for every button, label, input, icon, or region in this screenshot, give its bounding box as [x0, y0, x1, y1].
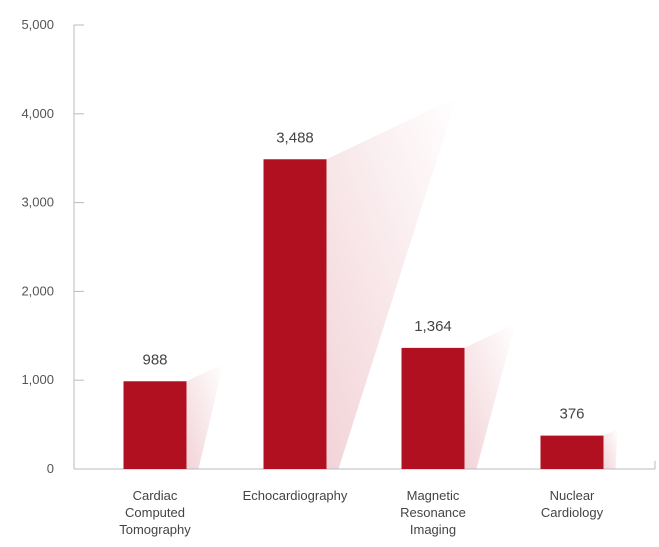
data-label: 3,488 [276, 129, 314, 146]
y-tick-label: 0 [47, 461, 54, 476]
y-tick-label: 1,000 [21, 372, 54, 387]
y-tick-label: 4,000 [21, 106, 54, 121]
data-label: 376 [559, 406, 584, 423]
y-tick-label: 5,000 [21, 17, 54, 32]
category-label: Cardiac Computed Tomography [119, 488, 191, 537]
category-label: Echocardiography [243, 488, 348, 503]
bar-shadow [186, 363, 224, 469]
data-label: 988 [142, 351, 167, 368]
data-labels: 988 3,488 1,364 376 [142, 129, 584, 422]
bar [401, 347, 465, 469]
bar-shadow [464, 323, 516, 469]
data-label: 1,364 [414, 318, 452, 335]
bars [123, 159, 604, 469]
y-axis: 0 1,000 2,000 3,000 4,000 5,000 [21, 17, 84, 476]
bar [540, 435, 604, 469]
category-label: Magnetic Resonance Imaging [400, 488, 466, 537]
y-tick-label: 2,000 [21, 283, 54, 298]
bar-shadows [186, 97, 618, 469]
bar [263, 159, 327, 469]
bar-shadow [603, 428, 618, 469]
bar [123, 381, 187, 469]
bar-shadow [326, 97, 457, 469]
category-label: Nuclear Cardiology [541, 488, 604, 520]
category-labels: Cardiac Computed Tomography Echocardiograph… [119, 488, 603, 537]
y-tick-label: 3,000 [21, 195, 54, 210]
